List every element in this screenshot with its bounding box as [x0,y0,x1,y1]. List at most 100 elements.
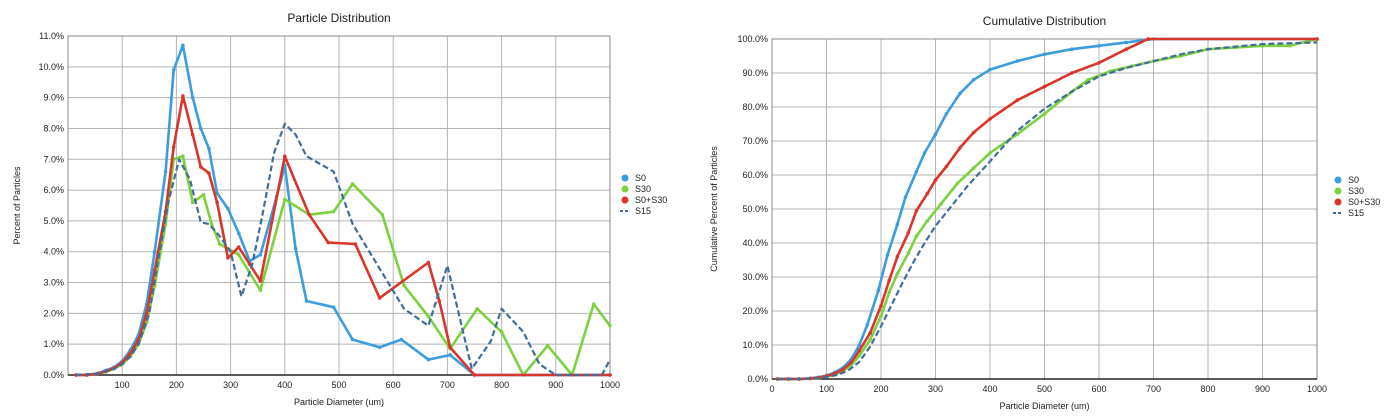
c1-data-point-s30 [925,219,930,223]
c1-data-point-s0 [933,132,938,136]
c1-data-point-s0-s30 [906,231,911,235]
c1-y-tick-label: 10.0% [742,340,768,350]
c0-data-point-s0-s30 [247,262,252,266]
c0-chart-title: Particle Distribution [287,11,390,25]
c1-data-point-s30 [914,234,919,238]
c0-legend-swatch-s30 [621,185,629,193]
particle-distribution-chart: Particle Distribution 0.0% 1.0% 2.0% 3.0% 4.0… [12,11,667,407]
c1-y-tick-label: 20.0% [742,306,768,316]
c0-data-point-s30 [209,222,214,226]
c0-data-point-s0-s30 [226,256,230,260]
c0-data-point-s0-s30 [171,145,176,149]
c0-series-s0 [74,43,612,377]
c0-data-point-s30 [201,192,206,197]
c0-legend-swatch-s0 [621,174,629,182]
c0-data-point-s30 [190,200,195,205]
c0-y-tick-label: 8.0% [43,123,64,133]
c1-data-point-s30 [988,151,992,155]
c1-data-point-s0-s30 [988,117,992,121]
c0-y-tick-label: 10.0% [38,62,64,72]
c0-y-tick-label: 2.0% [43,308,64,318]
c1-data-point-s30 [868,338,872,342]
c0-data-point-s30 [591,302,596,306]
c1-data-point-s30 [887,290,891,295]
c0-data-point-s30 [545,343,550,348]
c0-data-point-s0 [215,191,219,195]
c0-data-point-s0 [304,299,309,303]
c1-data-point-s30 [906,251,911,255]
c0-data-point-s0-s30 [207,171,211,175]
c1-legend-label-s0-s30: S0+S30 [1348,197,1380,207]
c1-data-point-s0-s30 [857,348,861,353]
c0-x-axis-title: Particle Diameter (um) [294,397,384,407]
c0-data-point-s30 [380,212,385,217]
c1-y-tick-label: 40.0% [742,238,768,248]
c1-data-point-s0 [988,67,992,72]
c0-x-tick-label: 600 [386,380,401,390]
c0-data-point-s0 [190,95,195,100]
cumulative-distribution-chart: Cumulative Distribution 0.0% 10.0% 20.0% 30.… [700,0,1400,420]
c1-y-tick-label: 0.0% [747,374,768,384]
c0-data-point-s0-s30 [307,212,311,217]
c1-data-point-s0 [971,78,976,82]
c0-data-point-s0-s30 [608,373,612,377]
c0-series-line-s0 [76,43,610,377]
c0-data-point-s0 [198,126,203,131]
c1-y-tick-label: 50.0% [742,204,768,214]
c1-y-tick-label: 100.0% [737,34,768,44]
c1-data-point-s0 [885,253,890,257]
c0-y-tick-label: 1.0% [43,339,64,349]
c0-series-line-s15 [76,122,611,377]
c1-data-point-s0-s30 [971,130,976,135]
c0-data-point-s0-s30 [353,242,358,246]
c1-data-point-s0-s30 [1015,98,1020,102]
c1-data-point-s0 [865,322,870,327]
c0-y-axis-title: Percent of Particles [12,166,22,245]
c1-data-point-s0 [1015,59,1020,63]
c1-data-point-s0-s30 [1042,84,1047,89]
c0-legend-label-s15: S15 [635,206,651,216]
c1-data-point-s30 [939,202,943,206]
c0-data-point-s0 [331,305,336,310]
c1-data-point-s0-s30 [879,304,883,308]
c1-data-point-s30 [1287,44,1292,48]
c0-data-point-s0 [207,146,211,151]
c0-data-point-s0-s30 [236,245,241,249]
c0-data-point-s0-s30 [472,373,477,377]
c0-data-point-s30 [426,314,431,319]
cumulative-distribution-svg: Cumulative Distribution 0.0% 10.0% 20.0% 30.… [709,14,1380,411]
c1-legend-swatch-s0-s30 [1334,198,1342,206]
c1-data-point-s0 [903,195,908,199]
c0-legend-label-s0: S0 [635,173,646,183]
c0-x-tick-label: 100 [115,380,130,390]
c0-data-point-s30 [350,182,355,186]
c0-data-point-s0 [236,231,241,236]
c1-data-point-s0 [1069,47,1074,51]
c1-y-tick-label: 70.0% [742,136,768,146]
c1-data-point-s0-s30 [1069,71,1074,75]
c0-data-point-s0-s30 [181,94,185,98]
c1-legend-label-s30: S30 [1348,186,1364,196]
c0-data-point-s30 [217,242,222,246]
c0-x-tick-label: 400 [277,380,292,390]
c1-x-tick-label: 800 [1200,384,1215,394]
c0-data-point-s0 [448,353,452,357]
c1-legend-swatch-s30 [1334,187,1342,195]
c0-y-tick-label: 7.0% [43,154,64,164]
c0-data-point-s0-s30 [326,240,330,245]
c1-data-point-s0-s30 [944,164,949,169]
c1-data-point-s0 [1124,40,1129,45]
particle-distribution-svg: Particle Distribution 0.0% 1.0% 2.0% 3.0% 4.0… [12,11,667,407]
c0-data-point-s30 [499,330,504,334]
c1-data-point-s30 [879,314,883,318]
c0-x-tick-label: 800 [494,380,509,390]
c1-data-point-s0-s30 [1124,47,1129,51]
c0-y-tick-label: 4.0% [43,247,64,257]
c1-data-point-s30 [971,166,976,170]
c1-data-point-s0 [944,112,949,116]
c1-x-tick-label: 300 [928,384,943,394]
c0-data-point-s0 [181,43,185,48]
c0-data-point-s0 [258,253,263,257]
c1-data-point-s0-s30 [1146,37,1150,41]
c0-data-point-s0-s30 [426,260,431,265]
